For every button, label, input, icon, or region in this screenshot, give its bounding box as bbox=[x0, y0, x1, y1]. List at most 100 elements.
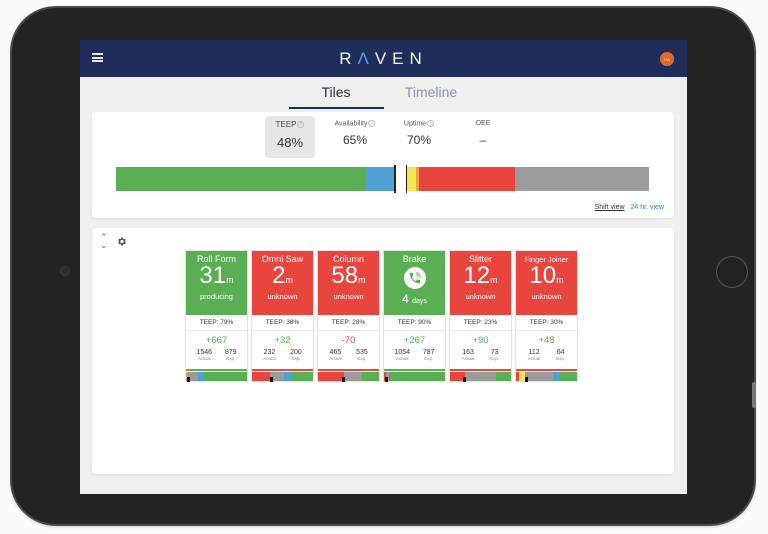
actual-count: 1054 bbox=[394, 349, 410, 356]
duration-unit: m bbox=[556, 275, 564, 285]
duration-value: 2 bbox=[272, 262, 286, 289]
info-icon[interactable]: i bbox=[427, 120, 435, 127]
machine-tile-brake[interactable]: Brake 4 days TEEP: 90% +267 1054 Actual 7… bbox=[383, 250, 446, 382]
tile-bar-segment bbox=[187, 372, 199, 381]
metric-value: – bbox=[479, 133, 487, 147]
tile-header: Roll Form 31m producing bbox=[186, 251, 247, 315]
expected-count: 787 bbox=[422, 349, 435, 356]
shift-marker bbox=[405, 165, 408, 193]
actual-count: 232 bbox=[263, 349, 276, 356]
tab-timeline[interactable]: Timeline bbox=[404, 84, 458, 100]
machine-tile-column[interactable]: Column 58m unknown TEEP: 28% -70 465 Actu… bbox=[317, 250, 380, 382]
metric-uptime[interactable]: Uptime i 70% bbox=[387, 116, 451, 158]
timeline-segment[interactable] bbox=[419, 167, 515, 191]
hamburger-menu-icon[interactable] bbox=[92, 53, 103, 62]
tile-teep: TEEP: 28% bbox=[318, 315, 379, 331]
tile-name: Slitter bbox=[468, 254, 492, 264]
tile-bar-segment bbox=[252, 372, 271, 381]
app-screen: RΛVEN HA Tiles Timeline TEEP i 48% Availa… bbox=[80, 40, 687, 494]
machine-tile-omni-saw[interactable]: Omni Saw 2m unknown TEEP: 38% +32 232 Act… bbox=[251, 250, 314, 382]
tile-delta: -70 bbox=[341, 335, 356, 346]
machine-status: unknown bbox=[267, 292, 298, 301]
shift-view-link[interactable]: Shift view bbox=[594, 204, 625, 211]
expected-count: 879 bbox=[224, 349, 237, 356]
timeline-segment[interactable] bbox=[514, 167, 649, 191]
days-unit: days bbox=[412, 298, 427, 305]
days-value: 4 bbox=[402, 292, 409, 306]
tile-delta: +267 bbox=[403, 335, 426, 346]
duration-value: 10 bbox=[529, 262, 557, 289]
current-time-marker bbox=[342, 377, 346, 382]
current-time-marker bbox=[269, 377, 273, 382]
timeline-segment[interactable] bbox=[395, 167, 407, 191]
machine-tile-slitter[interactable]: Slitter 12m unknown TEEP: 23% +90 163 Act… bbox=[449, 250, 512, 382]
timeline-segment[interactable] bbox=[407, 167, 417, 191]
tile-bar-segment bbox=[495, 372, 511, 381]
tile-divider bbox=[318, 369, 379, 371]
app-logo: RΛVEN bbox=[339, 48, 428, 68]
actual-label: Actual bbox=[263, 356, 276, 361]
duration-unit: m bbox=[358, 275, 366, 285]
tiles-card: ⌃ ⌄ Roll Form 31m producing TEEP: 79% +66… bbox=[92, 228, 674, 474]
timeline-segment[interactable] bbox=[365, 167, 396, 191]
current-time-marker bbox=[463, 377, 467, 382]
tile-status-bar bbox=[384, 372, 445, 382]
tab-tiles[interactable]: Tiles bbox=[288, 84, 384, 109]
tile-status-bar bbox=[186, 372, 247, 382]
tile-counts: 163 Actual 73 Exp. bbox=[450, 347, 511, 369]
machine-tile-finger-joiner[interactable]: Finger Joiner 10m unknown TEEP: 30% +48 … bbox=[515, 250, 578, 382]
tile-counts: 465 Actual 535 Exp. bbox=[318, 347, 379, 369]
expected-count: 64 bbox=[556, 349, 565, 356]
tile-counts: 1546 Actual 879 Exp. bbox=[186, 347, 247, 369]
tile-bar-segment bbox=[291, 372, 313, 381]
tile-bar-segment bbox=[204, 372, 247, 381]
tile-bar-segment bbox=[465, 372, 496, 381]
tile-divider bbox=[252, 369, 313, 371]
tile-bar-segment bbox=[343, 372, 362, 381]
collapse-icon[interactable]: ⌃ ⌄ bbox=[100, 232, 108, 250]
machine-status: producing bbox=[200, 292, 233, 301]
tile-header: Brake 4 days bbox=[384, 251, 445, 315]
tile-divider bbox=[384, 369, 445, 371]
tile-header: Column 58m unknown bbox=[318, 251, 379, 315]
tile-bar-segment bbox=[361, 372, 379, 381]
tile-delta: +48 bbox=[538, 335, 555, 346]
side-button[interactable] bbox=[752, 382, 756, 408]
phone-ringing-icon bbox=[403, 267, 426, 289]
metric-oee[interactable]: OEE – bbox=[451, 116, 515, 158]
current-time-marker bbox=[385, 377, 389, 382]
tile-teep: TEEP: 30% bbox=[516, 315, 577, 331]
tile-bar-segment bbox=[385, 372, 389, 381]
tile-bar-segment bbox=[198, 372, 205, 381]
timeline-segment[interactable] bbox=[116, 167, 366, 191]
tile-bar-segment bbox=[516, 372, 520, 381]
tile-name: Roll Form bbox=[196, 254, 236, 264]
current-time-marker bbox=[524, 377, 528, 382]
view-links: Shift view 24 hr. view bbox=[595, 204, 664, 211]
metric-availability[interactable]: Availability i 65% bbox=[323, 116, 387, 158]
timeline-segment[interactable] bbox=[416, 167, 420, 191]
status-timeline-bar[interactable] bbox=[116, 165, 649, 193]
tile-bar-segment bbox=[519, 372, 525, 381]
expected-label: Exp. bbox=[490, 356, 500, 361]
metric-label: Availability bbox=[334, 120, 368, 128]
shift-marker bbox=[394, 165, 396, 193]
expected-count: 535 bbox=[356, 349, 368, 356]
tile-status-bar bbox=[318, 372, 379, 382]
tile-divider bbox=[450, 369, 511, 371]
actual-count: 163 bbox=[462, 349, 474, 356]
tile-delta: +90 bbox=[472, 335, 489, 346]
machine-tile-roll-form[interactable]: Roll Form 31m producing TEEP: 79% +667 1… bbox=[185, 250, 248, 382]
actual-label: Actual bbox=[461, 356, 475, 361]
home-button[interactable] bbox=[716, 256, 748, 288]
info-icon[interactable]: i bbox=[368, 120, 376, 127]
tile-bar-segment bbox=[384, 372, 386, 381]
metric-teep[interactable]: TEEP i 48% bbox=[265, 116, 315, 158]
gear-icon[interactable] bbox=[116, 236, 127, 247]
24hr-view-link[interactable]: 24 hr. view bbox=[630, 204, 664, 211]
user-avatar[interactable]: HA bbox=[660, 52, 674, 66]
tile-bar-segment bbox=[283, 372, 292, 381]
actual-count: 465 bbox=[329, 349, 342, 356]
info-icon[interactable]: i bbox=[297, 121, 305, 129]
tile-divider bbox=[516, 369, 577, 371]
